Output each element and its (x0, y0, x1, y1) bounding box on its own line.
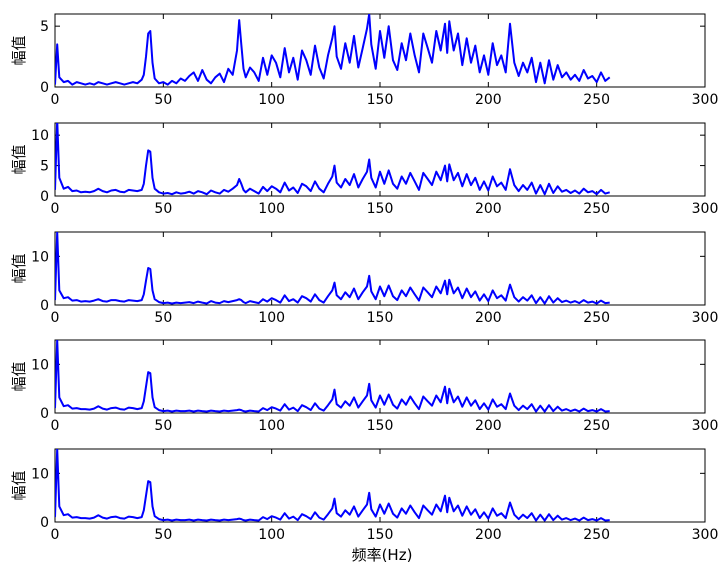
x-tick-label: 250 (583, 527, 610, 543)
y-tick-label: 0 (40, 298, 49, 314)
y-tick-label: 0 (40, 406, 49, 422)
y-tick-label: 0 (40, 189, 49, 205)
x-tick-label: 200 (475, 310, 502, 326)
x-tick-label: 0 (51, 418, 60, 434)
x-tick-label: 100 (258, 310, 285, 326)
y-tick-label: 0 (40, 515, 49, 531)
x-tick-label: 100 (258, 201, 285, 217)
x-tick-label: 250 (583, 310, 610, 326)
y-axis-label: 幅值 (10, 35, 28, 65)
y-tick-label: 10 (31, 249, 49, 265)
y-axis-label: 幅值 (10, 361, 28, 391)
x-tick-label: 0 (51, 92, 60, 108)
subplot-1: 0 50 100 150 200 250 300 0 5 幅值 (10, 13, 719, 108)
series-line (55, 340, 610, 413)
x-tick-label: 300 (692, 201, 719, 217)
x-tick-label: 250 (583, 201, 610, 217)
x-tick-label: 300 (692, 92, 719, 108)
y-axis-label: 幅值 (10, 144, 28, 174)
x-tick-label: 50 (154, 92, 172, 108)
y-tick-label: 10 (31, 128, 49, 144)
y-tick-label: 10 (31, 466, 49, 482)
y-tick-label: 5 (40, 159, 49, 175)
x-tick-label: 200 (475, 527, 502, 543)
x-tick-label: 250 (583, 418, 610, 434)
x-tick-label: 250 (583, 92, 610, 108)
x-tick-label: 150 (367, 310, 394, 326)
series-line (55, 232, 610, 305)
x-tick-label: 300 (692, 418, 719, 434)
axes-box (54, 448, 706, 523)
y-tick-label: 10 (31, 357, 49, 373)
x-tick-label: 0 (51, 201, 60, 217)
x-tick-label: 150 (367, 527, 394, 543)
axes-box (54, 13, 706, 88)
axes-box (54, 231, 706, 306)
x-tick-label: 50 (154, 418, 172, 434)
x-tick-label: 50 (154, 527, 172, 543)
x-tick-label: 0 (51, 527, 60, 543)
x-tick-label: 200 (475, 92, 502, 108)
axes-box (54, 339, 706, 414)
y-axis-label: 幅值 (10, 470, 28, 500)
y-axis-label: 幅值 (10, 253, 28, 283)
x-tick-label: 300 (692, 527, 719, 543)
x-tick-label: 50 (154, 201, 172, 217)
x-axis-label: 频率(Hz) (352, 546, 413, 564)
axes-box (54, 122, 706, 197)
x-tick-label: 200 (475, 201, 502, 217)
x-tick-label: 150 (367, 201, 394, 217)
x-tick-label: 200 (475, 418, 502, 434)
y-tick-label: 0 (40, 80, 49, 96)
x-tick-label: 100 (258, 418, 285, 434)
x-tick-label: 0 (51, 310, 60, 326)
series-line (55, 14, 611, 86)
series-line (55, 449, 610, 522)
x-tick-label: 50 (154, 310, 172, 326)
x-tick-label: 300 (692, 310, 719, 326)
x-tick-label: 150 (367, 418, 394, 434)
y-tick-label: 5 (40, 19, 49, 35)
x-tick-label: 100 (258, 527, 285, 543)
x-tick-label: 150 (367, 92, 394, 108)
series-line (55, 123, 610, 196)
x-tick-label: 100 (258, 92, 285, 108)
